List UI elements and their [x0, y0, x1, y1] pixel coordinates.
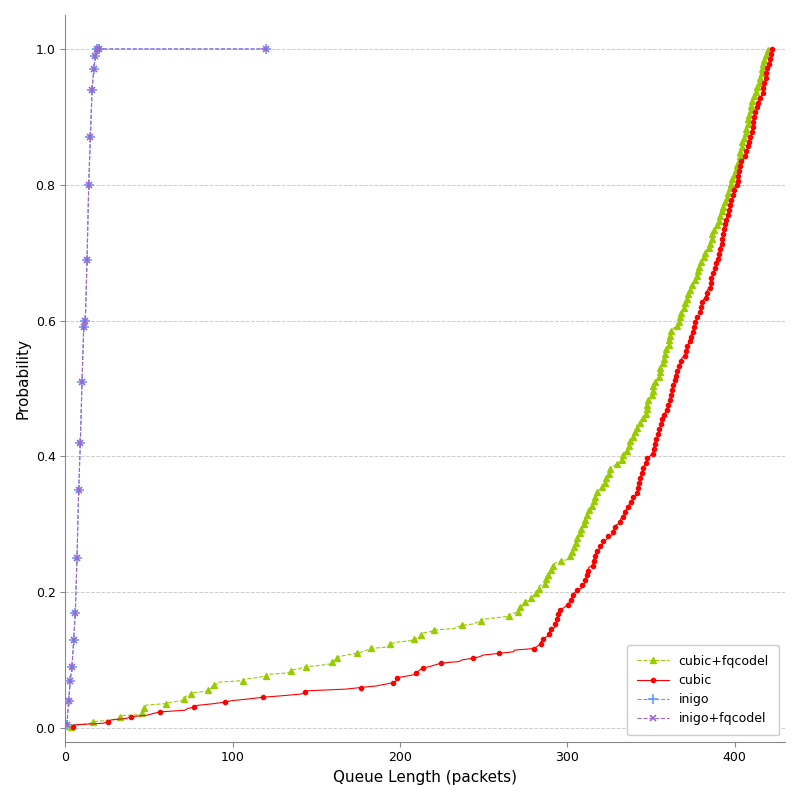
inigo+fqcodel	[82, 254, 92, 264]
inigo	[78, 377, 87, 386]
inigo	[86, 133, 95, 142]
inigo+fqcodel	[86, 133, 95, 142]
inigo+fqcodel	[70, 608, 80, 618]
cubic+fqcodel	[582, 512, 591, 522]
inigo	[69, 635, 78, 645]
inigo	[84, 180, 94, 190]
inigo+fqcodel	[64, 696, 74, 706]
inigo+fqcodel	[67, 662, 77, 672]
inigo	[89, 65, 98, 74]
inigo+fqcodel	[89, 65, 98, 74]
Legend: cubic+fqcodel, cubic, inigo, inigo+fqcodel: cubic+fqcodel, cubic, inigo, inigo+fqcod…	[627, 645, 778, 735]
cubic+fqcodel	[138, 705, 147, 714]
X-axis label: Queue Length (packets): Queue Length (packets)	[333, 770, 517, 785]
inigo	[94, 44, 103, 54]
inigo+fqcodel	[72, 554, 82, 563]
inigo	[72, 554, 82, 563]
cubic	[559, 603, 569, 613]
inigo+fqcodel	[66, 676, 75, 686]
cubic+fqcodel	[452, 622, 462, 632]
Line: cubic+fqcodel: cubic+fqcodel	[68, 46, 771, 730]
inigo+fqcodel	[262, 44, 271, 54]
cubic+fqcodel	[712, 221, 722, 230]
inigo	[74, 486, 83, 495]
inigo+fqcodel	[78, 377, 87, 386]
Line: inigo: inigo	[62, 44, 271, 730]
inigo+fqcodel	[74, 486, 83, 495]
Line: cubic: cubic	[70, 47, 774, 729]
inigo+fqcodel	[75, 438, 85, 448]
inigo	[62, 720, 72, 730]
inigo	[87, 85, 97, 94]
cubic	[545, 627, 554, 637]
cubic	[645, 452, 654, 462]
cubic+fqcodel	[66, 722, 76, 731]
cubic+fqcodel	[714, 213, 724, 222]
inigo+fqcodel	[94, 44, 103, 54]
inigo	[64, 696, 74, 706]
inigo	[70, 608, 80, 618]
Line: inigo+fqcodel: inigo+fqcodel	[63, 46, 270, 728]
inigo	[94, 44, 103, 54]
Y-axis label: Probability: Probability	[15, 338, 30, 419]
inigo	[67, 662, 77, 672]
inigo	[81, 316, 90, 326]
inigo+fqcodel	[87, 85, 97, 94]
cubic+fqcodel	[741, 127, 750, 137]
cubic	[636, 471, 646, 481]
cubic	[766, 44, 776, 54]
inigo+fqcodel	[79, 322, 89, 332]
cubic	[654, 426, 664, 435]
inigo+fqcodel	[81, 316, 90, 326]
inigo+fqcodel	[69, 635, 78, 645]
inigo	[75, 438, 85, 448]
inigo	[66, 676, 75, 686]
inigo	[82, 254, 92, 264]
inigo+fqcodel	[84, 180, 94, 190]
cubic	[68, 722, 78, 731]
inigo	[262, 44, 271, 54]
inigo+fqcodel	[62, 720, 72, 730]
inigo+fqcodel	[90, 51, 100, 61]
inigo	[79, 322, 89, 332]
cubic	[630, 491, 640, 501]
inigo+fqcodel	[92, 44, 102, 54]
inigo	[90, 51, 100, 61]
inigo	[92, 44, 102, 54]
cubic+fqcodel	[763, 44, 773, 54]
